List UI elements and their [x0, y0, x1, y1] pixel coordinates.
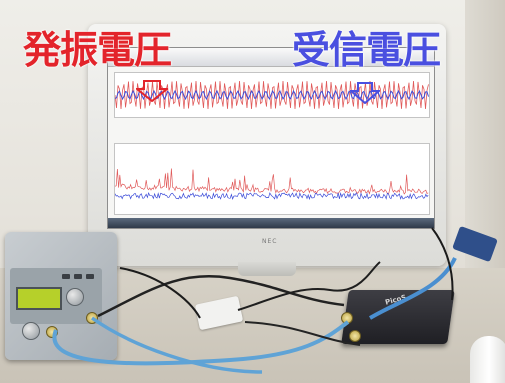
down-arrow-icon — [350, 82, 380, 104]
generator-knob — [22, 322, 40, 340]
signal-cable-black — [119, 267, 201, 319]
oscillation-waveform-panel — [114, 72, 430, 118]
power-cable-black — [244, 321, 361, 346]
received-waveform-panel — [114, 143, 430, 215]
coax-cable-blue — [368, 257, 457, 320]
os-taskbar — [108, 218, 434, 228]
software-toolbar — [108, 48, 434, 67]
generator-lcd-display — [16, 287, 62, 310]
coax-cable-blue — [90, 316, 263, 374]
cup — [470, 336, 505, 383]
oscillation-trace — [115, 80, 429, 110]
down-arrow-icon — [136, 80, 168, 102]
signal-cable-black — [97, 274, 345, 318]
coax-cable-blue — [52, 320, 350, 366]
noise-trace-blue — [115, 191, 429, 201]
noise-trace-red — [115, 168, 429, 195]
monitor-brand-label: NEC — [262, 238, 278, 245]
generator-knob — [66, 288, 84, 306]
generator-button — [86, 274, 94, 279]
oscillation-voltage-label: 発振電圧 — [23, 28, 172, 72]
generator-button — [74, 274, 82, 279]
monitor-stand — [238, 262, 296, 276]
monitor-screen — [107, 47, 435, 229]
received-voltage-label: 受信電圧 — [292, 28, 441, 72]
signal-cable-black — [431, 227, 454, 301]
generator-button — [62, 274, 70, 279]
oscilloscope-bnc-connector — [349, 330, 361, 342]
power-cable-black — [237, 261, 381, 311]
received-waveform-plot — [115, 168, 429, 201]
